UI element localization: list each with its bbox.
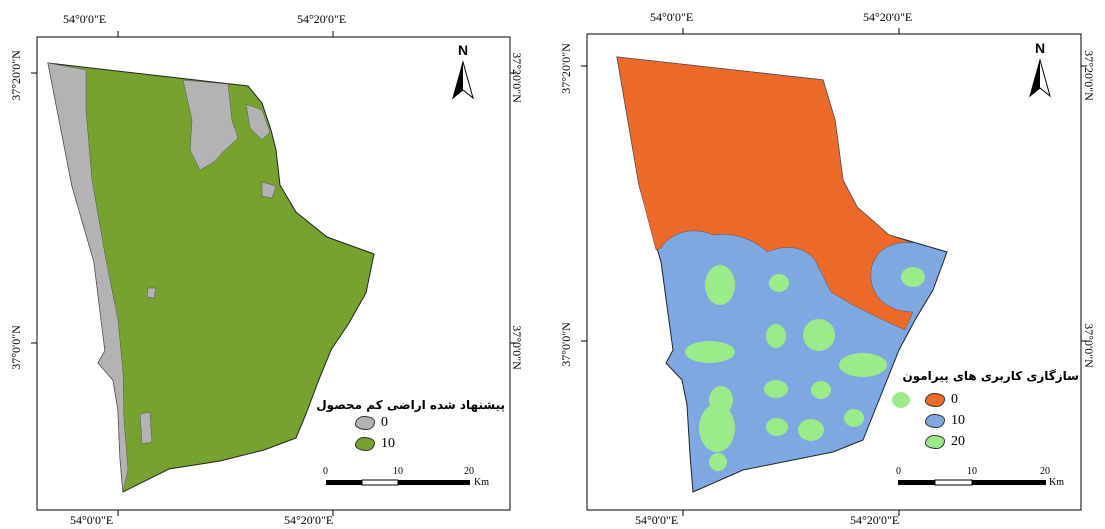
- top-lon-label: 54°0'0"E: [650, 10, 694, 24]
- green-patch: [699, 404, 735, 452]
- green-patch: [705, 265, 735, 305]
- right-lat-label: 37°20'0"N: [1081, 50, 1096, 101]
- scale-bar-segment: [934, 479, 973, 486]
- gray-patch: [139, 411, 153, 445]
- scale-tick-label: 10: [393, 466, 403, 477]
- bottom-lon-label: 54°20'0"E: [284, 513, 334, 527]
- legend-swatch: [925, 414, 945, 428]
- green-patch: [685, 341, 735, 363]
- legend-title: سازگاری کاربری های پیرامون: [902, 369, 1079, 383]
- green-patch: [844, 409, 864, 427]
- legend-swatch: [355, 416, 375, 430]
- scale-tick-label: 20: [1040, 466, 1050, 477]
- legend-swatch: [925, 393, 945, 407]
- scale-unit: Km: [474, 477, 489, 488]
- top-lon-label: 54°0'0"E: [63, 12, 107, 26]
- left-lat-label: 37°20'0"N: [558, 43, 573, 94]
- legend-item: 0: [925, 392, 958, 408]
- gray-patch: [245, 103, 271, 141]
- legend-item: 20: [925, 434, 965, 450]
- scale-tick-label: 0: [323, 466, 328, 477]
- scale-bar-segment: [898, 480, 935, 485]
- north-label: N: [457, 42, 469, 58]
- left-lat-label: 37°20'0"N: [8, 50, 23, 101]
- left-lat-label: 37°0'0"N: [8, 325, 23, 370]
- scale-bar-segment: [326, 480, 362, 485]
- gray-strip: [47, 62, 129, 493]
- gray-patch: [261, 181, 277, 199]
- green-patch: [709, 453, 727, 471]
- right-map-canvas: [581, 28, 1087, 516]
- bottom-lon-label: 54°20'0"E: [850, 513, 900, 527]
- legend-item: 10: [925, 413, 965, 429]
- north-arrow-icon: [1030, 60, 1040, 96]
- green-patch: [764, 380, 788, 398]
- north-label: N: [1034, 40, 1046, 56]
- legend-label: 10: [381, 436, 395, 451]
- legend-label: 10: [951, 413, 965, 428]
- green-patch: [811, 381, 831, 399]
- green-patch: [769, 274, 789, 292]
- legend-label: 20: [951, 434, 965, 449]
- legend-swatch: [925, 435, 945, 449]
- legend-swatch: [355, 437, 375, 451]
- right-lat-label: 37°0'0"N: [1081, 323, 1096, 368]
- right-map-panel: 54°0'0"E 54°20'0"E 54°0'0"E 54°20'0"E 37…: [553, 0, 1105, 529]
- green-patch: [892, 392, 910, 408]
- green-patch: [839, 353, 887, 377]
- left-map-canvas: [31, 31, 516, 516]
- map-frame: [36, 36, 511, 511]
- bottom-lon-label: 54°0'0"E: [70, 513, 114, 527]
- map-frame: [586, 33, 1082, 511]
- bottom-lon-label: 54°0'0"E: [635, 513, 679, 527]
- gray-patch: [146, 287, 157, 299]
- legend-label: 0: [951, 392, 958, 407]
- green-patch: [798, 419, 824, 441]
- scale-tick-label: 20: [464, 466, 474, 477]
- scale-tick-label: 0: [896, 466, 901, 477]
- green-patch: [766, 324, 786, 348]
- scale-tick-label: 10: [967, 466, 977, 477]
- legend-item: 0: [355, 415, 388, 431]
- green-patch: [803, 319, 835, 351]
- top-lon-label: 54°20'0"E: [863, 10, 913, 24]
- green-patch: [766, 418, 788, 436]
- gray-patch: [182, 79, 239, 171]
- left-map-panel: 54°0'0"E 54°20'0"E 54°0'0"E 54°20'0"E 37…: [0, 0, 552, 529]
- right-lat-label: 37°0'0"N: [509, 325, 524, 370]
- green-patch: [901, 267, 925, 287]
- left-lat-label: 37°0'0"N: [558, 322, 573, 367]
- legend-item: 10: [355, 436, 395, 452]
- north-arrow-icon: [453, 62, 463, 98]
- scale-bar-segment: [361, 479, 399, 486]
- top-lon-label: 54°20'0"E: [297, 12, 347, 26]
- right-lat-label: 37°20'0"N: [509, 52, 524, 103]
- scale-bar-segment: [972, 480, 1046, 485]
- orange-zone: [616, 56, 914, 331]
- legend-title: پیشنهاد شده اراضی کم محصول: [316, 398, 505, 412]
- scale-bar-segment: [398, 480, 470, 485]
- legend-label: 0: [381, 415, 388, 430]
- scale-unit: Km: [1049, 477, 1064, 488]
